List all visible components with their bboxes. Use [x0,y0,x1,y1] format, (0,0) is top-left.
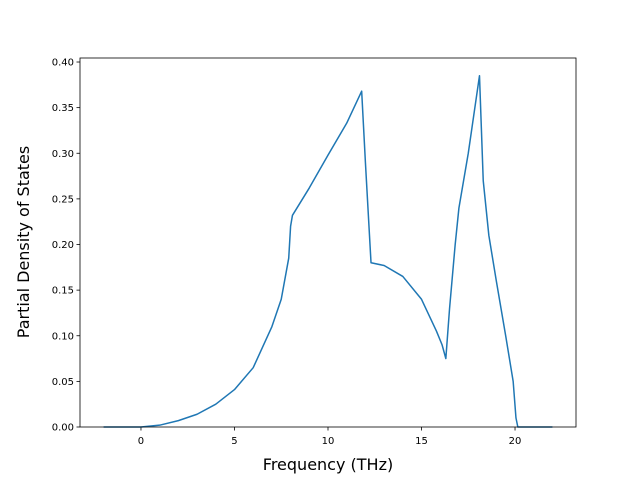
y-tick-label: 0.40 [52,58,74,69]
y-tick-label: 0.00 [52,423,74,434]
data-line [103,74,553,428]
x-tick-label: 5 [231,436,237,447]
y-tick-label: 0.10 [52,331,74,342]
y-tick-label: 0.25 [52,194,74,205]
y-axis-label: Partial Density of States [14,146,33,338]
y-tick-label: 0.05 [52,377,74,388]
x-tick-label: 15 [415,436,428,447]
y-tick-label: 0.15 [52,286,74,297]
x-tick-label: 20 [509,436,522,447]
x-tick-label: 10 [322,436,335,447]
y-tick-label: 0.35 [52,103,74,114]
plot-frame [79,57,577,428]
y-tick-label: 0.20 [52,240,74,251]
x-axis-label: Frequency (THz) [263,455,393,474]
x-tick-label: 0 [138,436,144,447]
y-tick-label: 0.30 [52,149,74,160]
